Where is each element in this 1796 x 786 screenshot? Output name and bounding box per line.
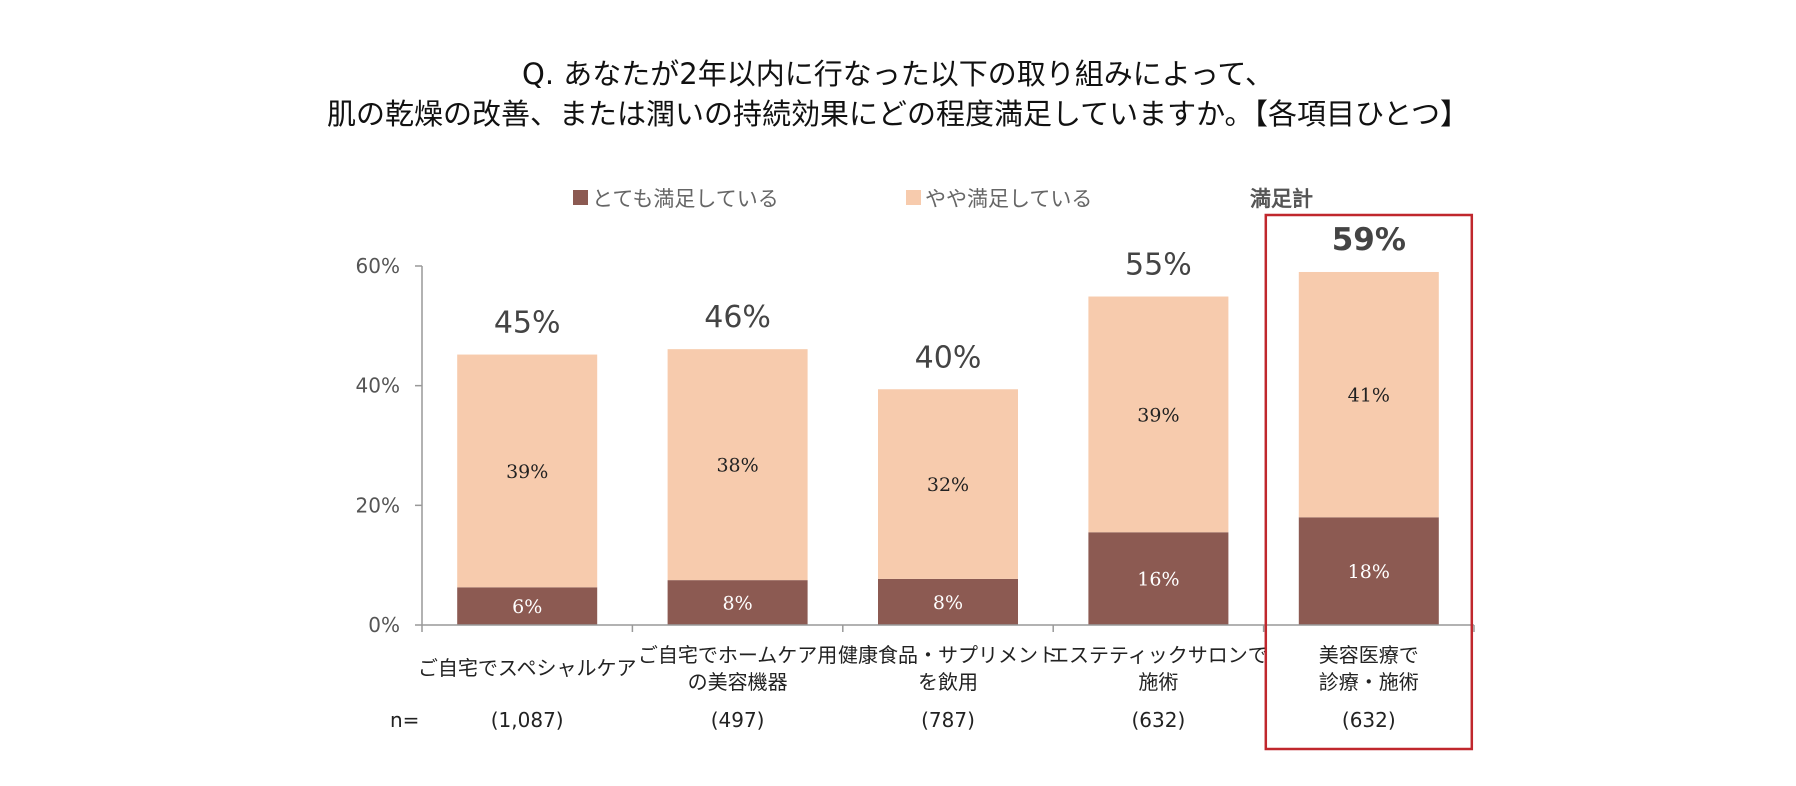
total-label: 45% xyxy=(494,306,561,341)
y-tick-label: 0% xyxy=(368,613,400,637)
total-label: 59% xyxy=(1332,222,1406,258)
total-label: 40% xyxy=(915,340,982,375)
n-prefix: n= xyxy=(390,708,419,732)
bar-somewhat-satisfied xyxy=(1088,296,1229,533)
bar-very-satisfied xyxy=(1298,517,1439,625)
bar-very-satisfied xyxy=(457,587,598,625)
data-label-very: 8% xyxy=(933,592,963,614)
n-value: (497) xyxy=(711,708,765,732)
n-value: (1,087) xyxy=(491,708,564,732)
category-label: 施術 xyxy=(1138,670,1178,694)
data-label-somewhat: 41% xyxy=(1348,385,1390,407)
category-label: ご自宅でホームケア用 xyxy=(638,643,837,667)
y-tick-label: 60% xyxy=(356,254,400,278)
x-axis xyxy=(421,624,1475,632)
legend-total-label: 満足計 xyxy=(1250,187,1313,211)
category-label: 美容医療で xyxy=(1319,643,1419,667)
bar-somewhat-satisfied xyxy=(878,389,1018,579)
bar-somewhat-satisfied xyxy=(667,349,808,581)
bar-somewhat-satisfied xyxy=(457,354,598,588)
data-label-somewhat: 39% xyxy=(1137,404,1179,426)
data-label-very: 18% xyxy=(1348,561,1390,583)
chart-title-line1: Q. あなたが2年以内に行なった以下の取り組みによって、 xyxy=(522,57,1274,91)
n-values: n= (1,087) (497) (787) (632) (632) xyxy=(390,708,1396,732)
bar-very-satisfied xyxy=(1088,532,1229,625)
legend-swatch-somewhat xyxy=(906,190,921,205)
n-value: (632) xyxy=(1132,708,1186,732)
category-label: 健康食品・サプリメント xyxy=(838,643,1058,667)
category-label: エステティックサロンで xyxy=(1049,643,1268,667)
data-label-very: 16% xyxy=(1137,569,1179,591)
bar-very-satisfied xyxy=(667,580,808,625)
legend-label-somewhat: やや満足している xyxy=(925,187,1092,211)
data-label-somewhat: 38% xyxy=(716,455,758,477)
legend-swatch-very xyxy=(573,190,588,205)
category-label: 診療・施術 xyxy=(1319,670,1419,694)
y-tick-label: 40% xyxy=(356,374,400,398)
n-value: (787) xyxy=(921,708,975,732)
bar-somewhat-satisfied xyxy=(1298,271,1439,518)
total-labels: 45% 46% 40% 55% 59% xyxy=(494,222,1406,375)
bar-very-satisfied xyxy=(878,578,1018,625)
total-label: 46% xyxy=(704,300,771,335)
total-label: 55% xyxy=(1125,248,1192,283)
y-tick-label: 20% xyxy=(356,493,400,517)
data-label-very: 6% xyxy=(512,596,542,618)
data-label-somewhat: 32% xyxy=(927,474,969,496)
bars: 6% 39% 8% 38% 8% 32% 16% 39% 18% 41% xyxy=(457,271,1439,625)
y-axis: 0% 20% 40% 60% xyxy=(356,254,423,637)
category-label: の美容機器 xyxy=(688,670,788,694)
highlight-box xyxy=(1264,213,1474,751)
data-label-somewhat: 39% xyxy=(506,461,548,483)
legend-label-very: とても満足している xyxy=(592,187,779,211)
n-value: (632) xyxy=(1342,708,1396,732)
chart-title-line2: 肌の乾燥の改善、または潤いの持続効果にどの程度満足していますか。【各項目ひとつ】 xyxy=(327,97,1469,131)
category-label: を飲用 xyxy=(918,670,978,694)
category-label: ご自宅でスペシャルケア xyxy=(418,656,637,680)
data-label-very: 8% xyxy=(723,593,753,615)
legend: とても満足している やや満足している 満足計 xyxy=(573,187,1313,211)
